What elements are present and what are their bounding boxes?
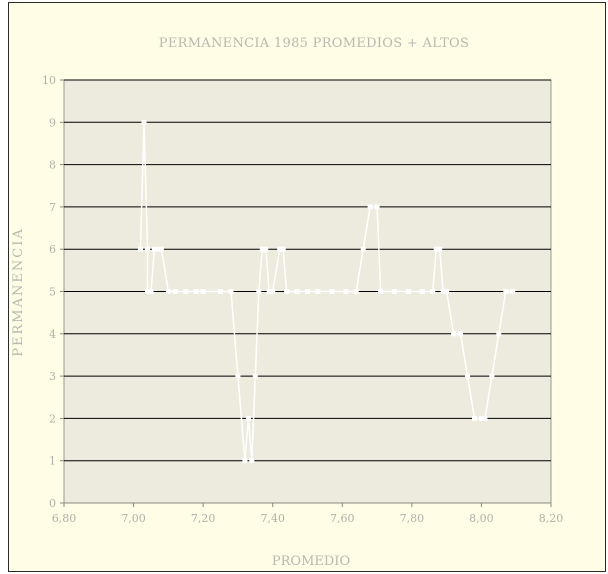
data-point	[148, 289, 154, 294]
data-point	[472, 415, 477, 421]
data-point	[172, 289, 178, 294]
data-point	[158, 246, 164, 252]
data-point	[263, 246, 269, 252]
data-point	[245, 415, 251, 421]
data-point	[151, 246, 157, 252]
data-point	[353, 289, 359, 294]
tick-label-x-0: 6,80	[52, 512, 77, 525]
data-point	[378, 289, 384, 294]
tick-label-y-2: 2	[49, 412, 56, 425]
data-point	[145, 246, 150, 252]
data-point	[343, 289, 349, 294]
data-point	[228, 289, 234, 294]
data-point	[510, 289, 516, 294]
data-point	[218, 289, 223, 294]
data-point	[444, 289, 450, 294]
tick-label-y-6: 6	[49, 243, 56, 256]
data-point	[165, 289, 171, 294]
data-point	[482, 415, 488, 421]
data-point	[266, 289, 272, 294]
tick-label-y-8: 8	[49, 159, 56, 172]
data-point	[329, 289, 335, 294]
tick-label-y-0: 0	[49, 497, 56, 510]
data-point	[249, 458, 255, 464]
data-point	[270, 289, 276, 294]
data-point	[440, 289, 446, 294]
data-point	[145, 289, 150, 294]
data-point	[489, 373, 495, 379]
data-point	[259, 246, 265, 252]
chart-title: PERMANENCIA 1985 PROMEDIOS + ALTOS	[159, 36, 469, 51]
data-point	[405, 289, 411, 294]
tick-label-y-9: 9	[49, 116, 56, 129]
data-point	[280, 246, 286, 252]
tick-label-y-1: 1	[49, 455, 56, 468]
data-point	[437, 246, 443, 252]
data-point	[155, 246, 161, 252]
data-point	[294, 289, 300, 294]
data-point	[252, 373, 258, 379]
data-point	[367, 204, 373, 210]
data-point	[193, 289, 199, 294]
tick-label-y-7: 7	[49, 201, 56, 214]
data-point	[256, 289, 262, 294]
data-point	[433, 246, 439, 252]
tick-label-x-6: 8,00	[469, 512, 494, 525]
data-point	[496, 331, 502, 337]
data-point	[503, 289, 509, 294]
data-point	[392, 289, 397, 294]
data-point	[374, 204, 380, 210]
y-axis-title: PERMANENCIA	[11, 227, 26, 356]
tick-label-y-4: 4	[49, 328, 56, 341]
data-point	[200, 289, 206, 294]
tick-label-y-5: 5	[49, 286, 56, 299]
data-point	[419, 289, 425, 294]
data-point	[305, 289, 310, 294]
tick-label-y-3: 3	[49, 370, 56, 383]
data-point	[458, 331, 464, 337]
data-point	[430, 289, 436, 294]
tick-label-x-1: 7,00	[121, 512, 146, 525]
data-point	[277, 246, 283, 252]
data-point	[465, 373, 470, 379]
data-point	[141, 119, 147, 125]
tick-label-x-4: 7,60	[330, 512, 355, 525]
data-point	[451, 331, 457, 337]
data-point	[284, 289, 290, 294]
data-point	[315, 289, 321, 294]
data-point	[138, 246, 143, 252]
tick-label-y-10: 10	[42, 74, 56, 87]
data-point	[235, 373, 241, 379]
tick-label-x-5: 7,80	[400, 512, 425, 525]
data-point	[242, 458, 248, 464]
data-point	[183, 289, 189, 294]
data-point	[478, 415, 484, 421]
tick-label-x-2: 7,20	[191, 512, 216, 525]
tick-label-x-3: 7,40	[260, 512, 285, 525]
tick-label-x-7: 8,20	[539, 512, 564, 525]
x-axis-title: PROMEDIO	[272, 554, 350, 569]
data-point	[360, 246, 366, 252]
